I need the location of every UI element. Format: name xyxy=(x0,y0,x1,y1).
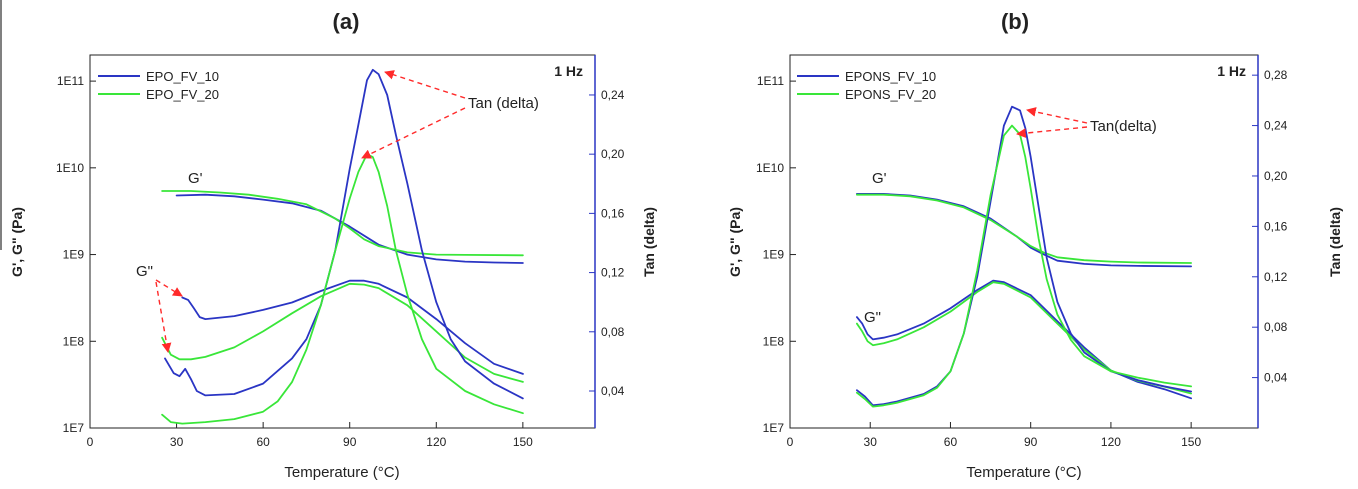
series-line-epo-fv-20-g xyxy=(161,282,524,383)
left-axis-ticks: 1E7 1E8 1E9 1E10 1E11 xyxy=(56,74,96,435)
x-tick-label: 150 xyxy=(1181,435,1201,449)
right-axis-ticks: 0,04 0,08 0,12 0,16 0,20 0,24 xyxy=(589,88,625,398)
y-right-tick-label: 0,16 xyxy=(601,206,625,220)
series-line-epons-fv-20-g xyxy=(856,281,1192,395)
series-line-epons-fv-10-g xyxy=(856,192,1192,268)
x-axis-title: Temperature (°C) xyxy=(284,464,399,481)
x-axis-ticks: 0 30 60 90 120 150 xyxy=(87,422,533,449)
right-axis-title: Tan (delta) xyxy=(1327,207,1343,277)
series-line-epons-fv-20-tan-delta xyxy=(856,124,1192,408)
y-right-tick-label: 0,08 xyxy=(1264,320,1288,334)
left-axis-ticks: 1E7 1E8 1E9 1E10 1E11 xyxy=(756,74,796,435)
chart-panel-b: (b) 0 30 60 90 120 150 1E7 1E8 1E9 1E10 1E11 0,04… xyxy=(727,9,1343,481)
y-right-tick-label: 0,08 xyxy=(601,325,625,339)
series-line-epo-fv-10-g xyxy=(181,279,524,375)
x-tick-label: 0 xyxy=(787,435,794,449)
y-left-tick-label: 1E7 xyxy=(63,421,85,435)
y-left-tick-label: 1E8 xyxy=(63,334,85,348)
x-tick-label: 90 xyxy=(343,435,357,449)
y-right-tick-label: 0,24 xyxy=(1264,119,1288,133)
x-tick-label: 30 xyxy=(864,435,878,449)
y-right-tick-label: 0,16 xyxy=(1264,219,1288,233)
series-layer xyxy=(161,68,524,425)
y-right-tick-label: 0,24 xyxy=(601,88,625,102)
legend-label-1: EPO_FV_10 xyxy=(146,69,219,84)
annotation-tan-delta: Tan (delta) xyxy=(468,95,539,112)
series-line-epo-fv-10-g xyxy=(175,193,524,264)
y-right-tick-label: 0,20 xyxy=(601,147,625,161)
y-left-tick-label: 1E11 xyxy=(57,74,84,88)
series-line-epo-fv-20-tan-delta xyxy=(161,153,524,425)
left-axis-title: G', G" (Pa) xyxy=(727,207,743,277)
annotation-g-prime: G' xyxy=(188,170,203,187)
y-left-tick-label: 1E10 xyxy=(756,161,784,175)
chart-panel-a: (a) 0 30 60 90 120 150 1E7 1E8 1E9 1E10 1E11 0,04… xyxy=(9,9,657,481)
y-left-tick-label: 1E7 xyxy=(763,421,785,435)
panel-label: (b) xyxy=(1001,9,1029,34)
y-right-tick-label: 0,04 xyxy=(1264,371,1288,385)
series-line-epons-fv-10-tan-delta xyxy=(856,105,1192,407)
annotation-arrows xyxy=(155,70,466,353)
y-left-tick-label: 1E8 xyxy=(763,334,785,348)
legend-label-2: EPO_FV_20 xyxy=(146,87,219,102)
y-left-tick-label: 1E11 xyxy=(757,74,784,88)
right-axis-ticks: 0,04 0,08 0,12 0,16 0,20 0,24 0,28 xyxy=(1252,68,1288,385)
legend-label-1: EPONS_FV_10 xyxy=(845,69,936,84)
arrow-g-double-prime-epo-fv-10 xyxy=(155,279,183,297)
y-left-tick-label: 1E9 xyxy=(763,248,785,262)
legend-label-2: EPONS_FV_20 xyxy=(845,87,936,102)
x-tick-label: 150 xyxy=(513,435,533,449)
x-tick-label: 0 xyxy=(87,435,94,449)
legend: EPONS_FV_10 EPONS_FV_20 xyxy=(797,69,936,102)
x-tick-label: 90 xyxy=(1024,435,1038,449)
x-tick-label: 120 xyxy=(1101,435,1121,449)
series-line-epons-fv-20-g xyxy=(856,193,1192,264)
right-axis-title: Tan (delta) xyxy=(641,207,657,277)
series-layer xyxy=(856,105,1192,408)
annotation-g-double-prime: G" xyxy=(136,263,153,280)
series-line-epo-fv-10-tan-delta xyxy=(164,68,524,400)
x-axis-title: Temperature (°C) xyxy=(966,464,1081,481)
y-right-tick-label: 0,04 xyxy=(601,384,625,398)
frequency-label: 1 Hz xyxy=(1217,63,1246,79)
arrow-tan-delta-epo-fv-20 xyxy=(361,107,466,159)
y-right-tick-label: 0,12 xyxy=(601,266,625,280)
x-axis-ticks: 0 30 60 90 120 150 xyxy=(787,422,1201,449)
frequency-label: 1 Hz xyxy=(554,63,583,79)
arrow-tan-delta-epo-fv-10 xyxy=(384,70,466,99)
panel-label: (a) xyxy=(333,9,360,34)
left-axis-title: G', G" (Pa) xyxy=(9,207,25,277)
y-left-tick-label: 1E10 xyxy=(56,161,84,175)
y-right-tick-label: 0,12 xyxy=(1264,270,1288,284)
annotation-g-prime: G' xyxy=(872,170,887,187)
arrow-tan-delta-epons-fv-20 xyxy=(1016,126,1088,138)
annotation-g-double-prime: G" xyxy=(864,309,881,326)
annotation-arrows xyxy=(1016,107,1088,138)
x-tick-label: 120 xyxy=(426,435,446,449)
arrow-g-double-prime-epo-fv-20 xyxy=(155,281,172,353)
x-tick-label: 30 xyxy=(170,435,184,449)
annotation-tan-delta: Tan(delta) xyxy=(1090,118,1157,135)
x-tick-label: 60 xyxy=(256,435,270,449)
y-left-tick-label: 1E9 xyxy=(63,248,85,262)
y-right-tick-label: 0,20 xyxy=(1264,169,1288,183)
arrow-tan-delta-epons-fv-10 xyxy=(1026,107,1088,124)
x-tick-label: 60 xyxy=(944,435,958,449)
y-right-tick-label: 0,28 xyxy=(1264,68,1288,82)
legend: EPO_FV_10 EPO_FV_20 xyxy=(98,69,219,102)
